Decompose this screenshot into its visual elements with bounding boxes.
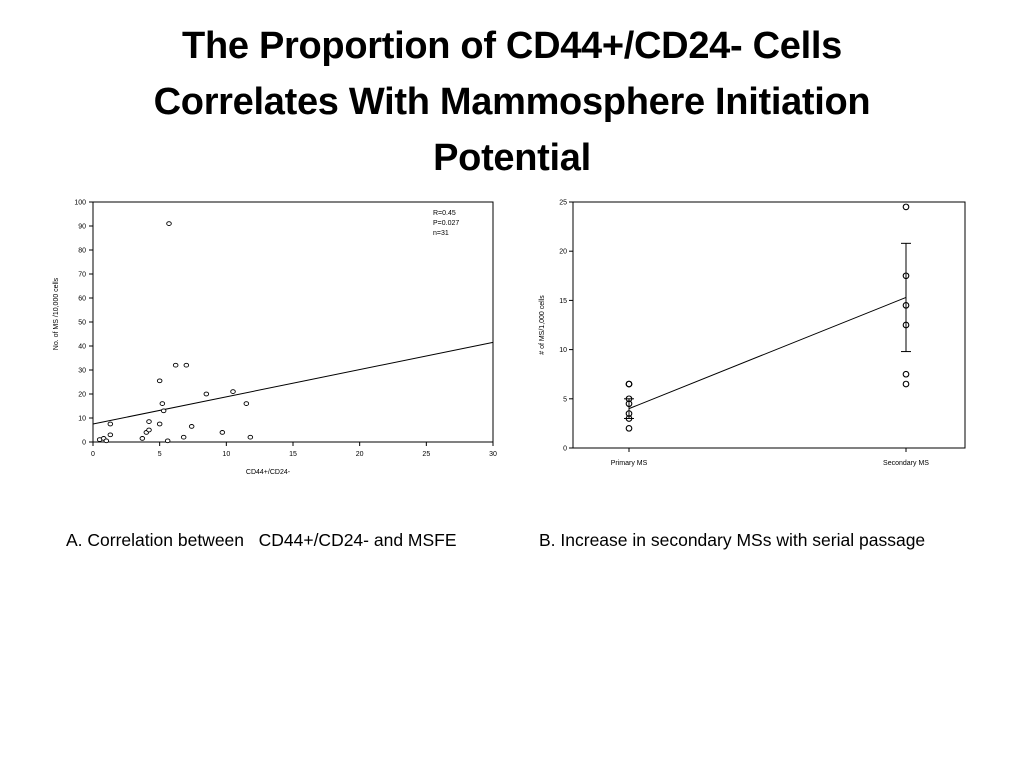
chart-a-annotation-n: n=31 bbox=[433, 230, 449, 237]
chart-a-point bbox=[247, 434, 254, 440]
chart-b-point bbox=[625, 395, 633, 403]
chart-b-y-tick-label: 5 bbox=[563, 396, 567, 403]
chart-b-point bbox=[902, 321, 910, 329]
chart-a-y-axis-label: No. of MS /10,000 cells bbox=[53, 277, 60, 350]
chart-a-y-tick-label: 40 bbox=[78, 344, 86, 351]
chart-b-error-bars bbox=[624, 242, 911, 419]
chart-b-point bbox=[902, 301, 910, 309]
chart-a-y-tick-label: 0 bbox=[82, 440, 86, 447]
chart-b-point bbox=[902, 272, 910, 280]
chart-b-y-tick-label: 15 bbox=[559, 298, 567, 305]
chart-a-y-tick-label: 80 bbox=[78, 248, 86, 255]
chart-a-point bbox=[203, 391, 210, 397]
caption-b: B. Increase in secondary MSs with serial… bbox=[539, 530, 926, 550]
chart-b-point bbox=[902, 370, 910, 378]
chart-b-mean-line bbox=[628, 296, 907, 410]
chart-a-point bbox=[107, 432, 114, 438]
chart-b-plot-frame bbox=[572, 201, 966, 449]
chart-b-category-secondary: Secondary MS bbox=[883, 460, 929, 467]
chart-a-point bbox=[219, 430, 226, 435]
slide-title-line-2: Correlates With Mammosphere Initiation bbox=[153, 81, 871, 123]
chart-a-point bbox=[230, 389, 236, 394]
chart-a-point bbox=[172, 362, 179, 368]
chart-b-axes bbox=[572, 201, 966, 449]
chart-b-y-tick-label: 20 bbox=[559, 249, 567, 256]
chart-b-y-tick-label: 10 bbox=[559, 347, 567, 354]
chart-a-annotation-r: R=0.45 bbox=[433, 210, 456, 217]
chart-b-point bbox=[902, 380, 910, 388]
chart-a-point bbox=[160, 408, 167, 414]
chart-b-y-tick-label: 25 bbox=[559, 200, 567, 207]
chart-a-point bbox=[139, 436, 146, 441]
chart-b-serial-passage-plot: 0 5 10 15 20 25 Primary MS Secondary MS # of … bbox=[539, 200, 966, 467]
chart-a-y-tick-label: 30 bbox=[78, 368, 86, 375]
chart-a-points bbox=[96, 221, 254, 444]
chart-a-point bbox=[146, 427, 152, 433]
chart-a-y-tick-label: 100 bbox=[74, 200, 86, 207]
chart-a-ticks: 0 5 10 15 20 25 30 0 10 20 30 40 50 60 70 80 90 100 bbox=[74, 200, 497, 459]
chart-a-point bbox=[156, 421, 163, 427]
chart-b-point bbox=[625, 380, 633, 388]
chart-a-trendline bbox=[92, 341, 494, 425]
chart-a-axes bbox=[92, 201, 494, 443]
chart-a-y-tick-label: 60 bbox=[78, 296, 86, 303]
chart-a-x-tick-label: 15 bbox=[289, 451, 297, 458]
chart-a-point bbox=[183, 362, 190, 368]
chart-a-point bbox=[159, 401, 166, 406]
chart-a-point bbox=[166, 221, 172, 226]
chart-a-point bbox=[156, 378, 163, 384]
chart-a-point bbox=[188, 424, 195, 429]
chart-a-y-tick-label: 50 bbox=[78, 320, 86, 327]
chart-b-category-primary: Primary MS bbox=[611, 460, 648, 467]
chart-b-point bbox=[625, 400, 633, 408]
chart-a-y-tick-label: 20 bbox=[78, 392, 86, 399]
chart-a-point bbox=[103, 438, 110, 444]
chart-b-point bbox=[625, 415, 633, 422]
chart-a-y-tick-label: 90 bbox=[78, 224, 86, 231]
chart-b-y-tick-label: 0 bbox=[563, 446, 567, 453]
chart-b-ticks: 0 5 10 15 20 25 bbox=[559, 200, 907, 453]
chart-b-point bbox=[625, 410, 633, 417]
chart-a-y-tick-label: 70 bbox=[78, 272, 86, 279]
caption-a: A. Correlation between CD44+/CD24- and M… bbox=[66, 530, 457, 550]
chart-a-x-tick-label: 25 bbox=[422, 451, 430, 458]
chart-b-point bbox=[902, 203, 910, 211]
chart-a-x-tick-label: 30 bbox=[489, 451, 497, 458]
chart-a-x-tick-label: 20 bbox=[356, 451, 364, 458]
chart-a-annotation-p: P=0.027 bbox=[433, 220, 459, 227]
chart-b-y-axis-label: # of MS/1,000 cells bbox=[539, 295, 546, 355]
chart-a-x-tick-label: 5 bbox=[158, 451, 162, 458]
slide-title-line-1: The Proportion of CD44+/CD24- Cells bbox=[182, 25, 842, 67]
slide-title: The Proportion of CD44+/CD24- Cells Corr… bbox=[40, 18, 984, 186]
chart-b-point bbox=[625, 424, 633, 432]
chart-b-points bbox=[625, 203, 910, 432]
chart-a-point bbox=[180, 434, 187, 440]
slide-title-line-3: Potential bbox=[433, 137, 591, 179]
chart-a-point bbox=[146, 419, 152, 424]
chart-a-y-tick-label: 10 bbox=[78, 416, 86, 423]
chart-a-point bbox=[243, 401, 250, 406]
chart-a-plot-frame bbox=[92, 201, 494, 443]
chart-a-correlation-scatter: 0 5 10 15 20 25 30 0 10 20 30 40 50 60 70 80 90 100 R=0.4… bbox=[53, 200, 497, 477]
chart-a-x-axis-label: CD44+/CD24- bbox=[246, 469, 291, 476]
chart-a-point bbox=[107, 421, 114, 427]
chart-a-x-tick-label: 0 bbox=[91, 451, 95, 458]
chart-a-x-tick-label: 10 bbox=[222, 451, 230, 458]
chart-a-point bbox=[164, 438, 171, 444]
